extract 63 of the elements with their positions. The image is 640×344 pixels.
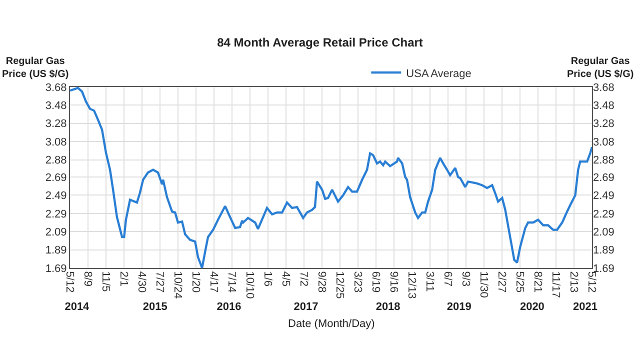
x-tick-label: 10/24	[172, 271, 184, 299]
chart-title: 84 Month Average Retail Price Chart	[217, 35, 423, 50]
y2-tick-label: 2.09	[593, 226, 614, 238]
x-tick-label: 1/6	[261, 271, 274, 286]
line-series	[70, 87, 592, 268]
y-axis-title: Regular Gas Price (US $/G)	[2, 56, 69, 80]
legend-label: USA Average	[406, 68, 472, 80]
x2-tick-label: 2017	[294, 301, 318, 313]
x2-tick-label: 2015	[142, 301, 168, 313]
x2-tick-label: 2014	[64, 301, 90, 313]
x-tick-label: 2/13	[567, 271, 580, 293]
y2-tick-label: 1.89	[593, 244, 614, 257]
x-tick-label: 2/1	[118, 271, 130, 286]
y2-tick-label: 2.69	[593, 172, 614, 184]
x-axis-title: Date (Month/Day)	[288, 318, 375, 330]
y2-tick-label: 2.49	[593, 190, 614, 202]
x-tick-label: 5/12	[585, 271, 598, 293]
y-tick-label: 2.09	[45, 226, 67, 238]
y2-tick-label: 3.28	[593, 118, 614, 130]
x-tick-label: 11/30	[477, 271, 490, 298]
y-tick-label: 3.48	[45, 100, 67, 112]
x2-tick-label: 2016	[216, 301, 242, 313]
x-tick-label: 6/19	[369, 271, 382, 293]
x2-tick-label: 2019	[446, 301, 472, 313]
x-tick-label: 8/21	[532, 271, 544, 293]
x-tick-label: 10/10	[243, 271, 256, 299]
y-tick-label: 2.88	[45, 154, 67, 167]
y-tick-label: 1.89	[45, 244, 67, 257]
x-tick-label: 7/27	[153, 271, 166, 293]
y2-tick-label: 3.48	[593, 100, 614, 112]
x-tick-label: 11/17	[549, 271, 562, 298]
x-tick-label: 9/16	[388, 271, 400, 293]
x-tick-label: 7/14	[226, 271, 238, 293]
x-tick-label: 3/11	[424, 271, 436, 292]
x-tick-label: 8/9	[82, 271, 94, 286]
y2-tick-label: 3.08	[593, 136, 614, 148]
x-tick-label: 4/30	[135, 271, 148, 293]
y2-tick-label: 2.88	[593, 154, 614, 167]
x-tick-label: 11/5	[100, 271, 112, 292]
x-tick-label: 6/7	[442, 271, 454, 286]
x2-tick-label: 2018	[376, 301, 400, 313]
x-tick-label: 7/2	[298, 271, 310, 286]
x-tick-label: 4/5	[280, 271, 292, 286]
y-tick-label: 3.28	[45, 118, 67, 130]
x-tick-label: 9/3	[459, 271, 472, 286]
x2-tick-label: 2021	[573, 301, 598, 313]
y-tick-label: 3.08	[45, 136, 67, 148]
y-tick-label: 3.68	[45, 82, 67, 94]
x-tick-label: 12/13	[406, 271, 418, 299]
x-tick-label: 4/17	[208, 271, 220, 293]
x-tick-label: 3/23	[351, 271, 364, 293]
x2-tick-label: 2020	[520, 301, 544, 313]
y-tick-label: 2.29	[45, 208, 67, 220]
x-tick-label: 2/27	[496, 271, 508, 293]
y2-tick-label: 2.29	[593, 208, 614, 220]
x-tick-label: 1/20	[190, 271, 202, 293]
x-tick-label: 5/25	[514, 271, 526, 293]
x-tick-label: 9/28	[316, 271, 328, 293]
y2-axis-title: Regular Gas Price (US $/G)	[567, 56, 634, 80]
y-tick-label: 2.49	[45, 190, 67, 202]
x-tick-label: 12/25	[334, 271, 346, 299]
y2-tick-label: 3.68	[593, 82, 614, 94]
y-tick-label: 2.69	[45, 172, 67, 184]
